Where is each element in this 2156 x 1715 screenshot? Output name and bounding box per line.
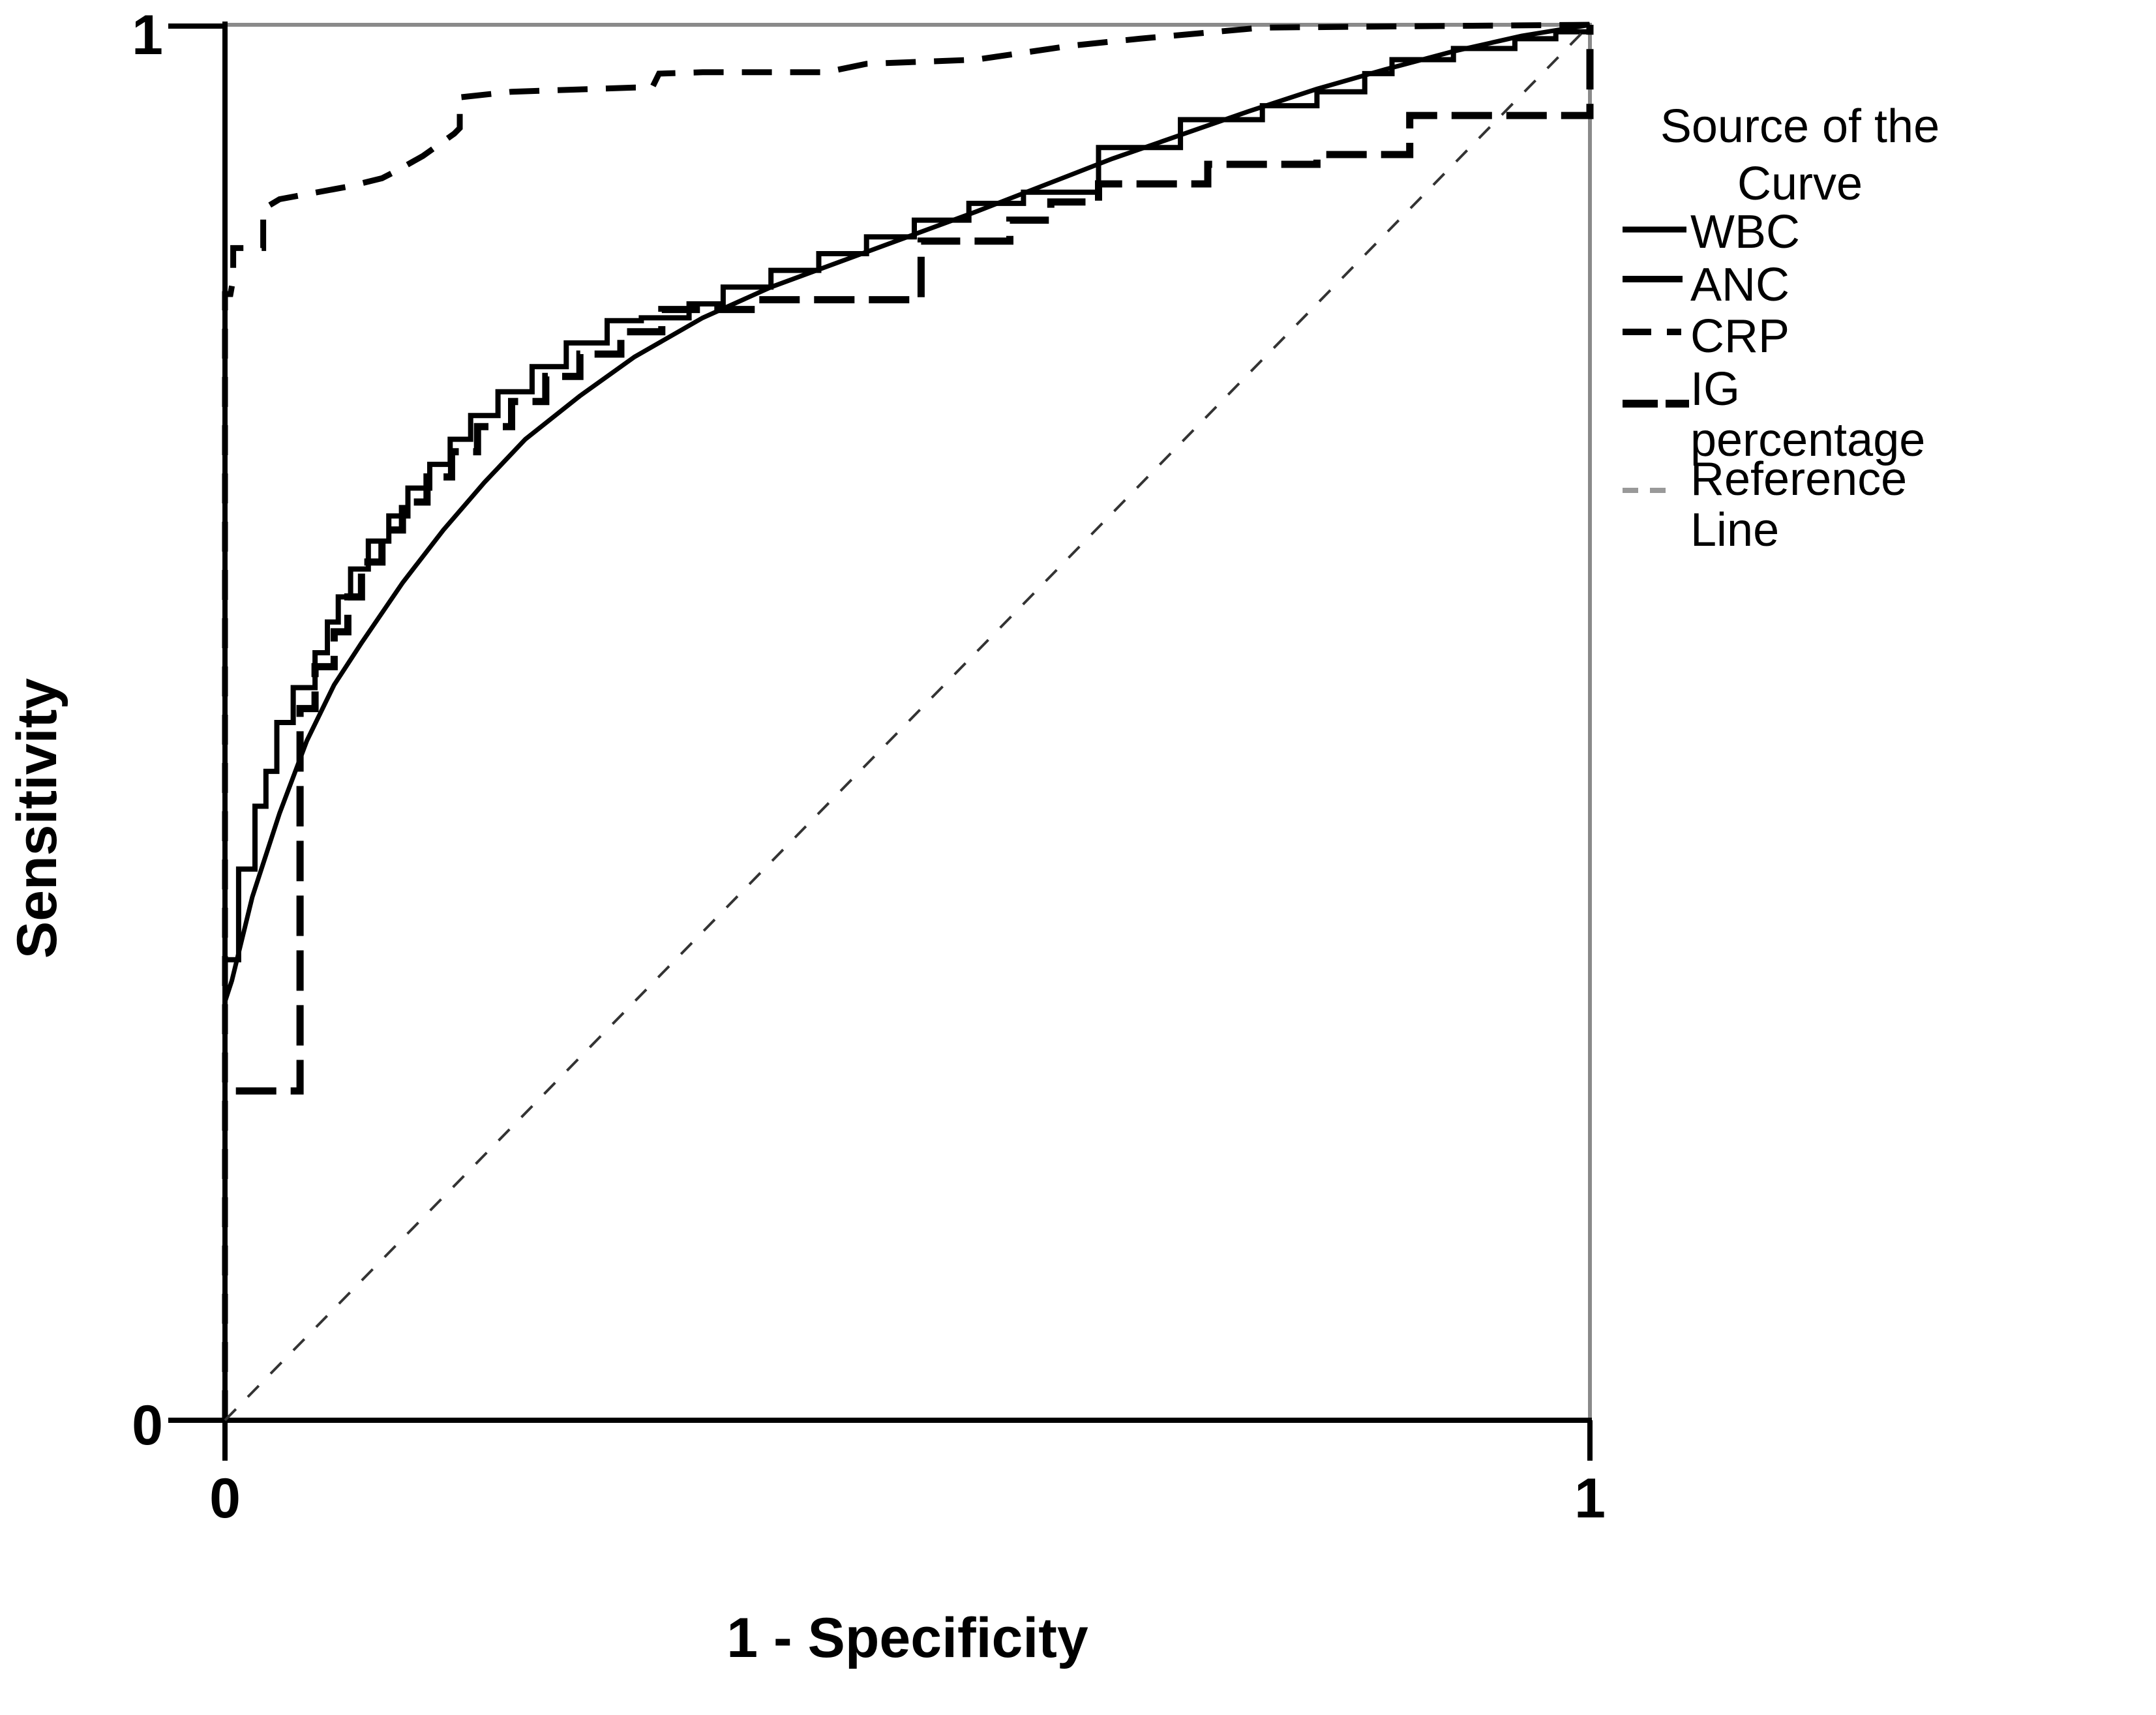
- anc-line-swatch-icon: [1623, 276, 1683, 282]
- x-axis-title: 1 - Specificity: [726, 1607, 1088, 1669]
- crp-line-swatch-icon: [1623, 329, 1686, 335]
- legend-item-ig-percentage: IG percentage: [1690, 364, 1925, 466]
- y-tick-label-0: 0: [132, 1394, 163, 1457]
- legend-item-reference-line: Reference Line: [1690, 454, 1907, 556]
- ig-line-swatch-icon: [1623, 400, 1689, 408]
- curve-wbc: [222, 22, 1591, 1420]
- curve-ig-percentage: [235, 25, 1594, 1095]
- wbc-line-swatch-icon: [1623, 226, 1686, 233]
- legend-title: Source of the Curve: [1591, 98, 2009, 213]
- curve-anc: [222, 25, 1593, 1420]
- x-tick-label-1: 1: [1574, 1467, 1606, 1530]
- legend-item-wbc-text: WBC: [1690, 206, 1800, 258]
- curve-reference-line: [224, 23, 1591, 1422]
- legend-item-crp-text: CRP: [1690, 310, 1790, 363]
- y-tick-label-1: 1: [132, 4, 163, 67]
- legend-title-line2: Curve: [1737, 158, 1863, 210]
- legend-item-wbc: WBC: [1690, 207, 1800, 258]
- x-tick-label-0: 0: [209, 1467, 241, 1530]
- legend-item-ig-text-line2: percentage: [1690, 414, 1926, 466]
- reference-line-swatch-icon: [1623, 488, 1666, 493]
- legend-item-anc-text: ANC: [1690, 259, 1790, 311]
- legend-item-ig-text-line1: IG: [1690, 363, 1741, 415]
- legend-item-reference-text-line2: Line: [1690, 504, 1780, 556]
- legend-item-anc: ANC: [1690, 260, 1789, 310]
- legend-item-crp: CRP: [1690, 311, 1789, 362]
- curve-crp: [222, 22, 1591, 1420]
- y-axis-title: Sensitivity: [6, 678, 68, 959]
- legend-item-reference-text-line1: Reference: [1690, 453, 1908, 505]
- legend-title-line1: Source of the: [1660, 100, 1940, 153]
